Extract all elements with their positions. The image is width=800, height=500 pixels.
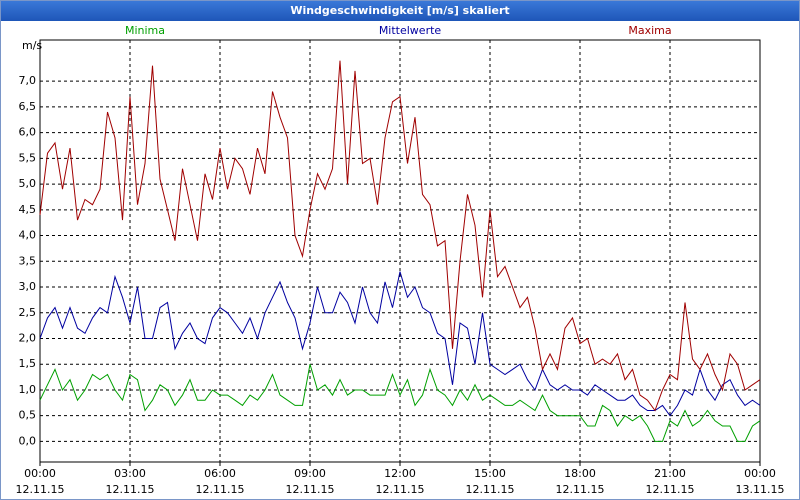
y-tick-label: 5,0 <box>19 177 37 190</box>
x-tick-label: 18:00 <box>564 467 596 480</box>
x-tick-date: 12.11.15 <box>376 483 425 496</box>
x-tick-date: 12.11.15 <box>466 483 515 496</box>
y-tick-label: 1,0 <box>19 383 37 396</box>
x-tick-date: 12.11.15 <box>196 483 245 496</box>
legend-entry: Mittelwerte <box>379 24 442 37</box>
x-tick-date: 12.11.15 <box>286 483 335 496</box>
y-tick-label: 2,0 <box>19 331 37 344</box>
legend-entry: Maxima <box>628 24 671 37</box>
y-tick-label: 2,5 <box>19 306 37 319</box>
x-tick-date: 12.11.15 <box>556 483 605 496</box>
y-tick-label: 0,0 <box>19 434 37 447</box>
y-tick-label: 3,0 <box>19 280 37 293</box>
x-tick-date: 12.11.15 <box>16 483 65 496</box>
chart: m/s 0,0 0,5 1,0 1,5 2,0 2,5 3,0 3,5 4,0 4,5 5,0 5,5… <box>16 24 785 496</box>
x-tick-label: 06:00 <box>204 467 236 480</box>
series-line <box>39 271 761 417</box>
x-tick-label: 15:00 <box>474 467 506 480</box>
y-tick-label: 6,0 <box>19 126 37 139</box>
y-tick-label: 1,5 <box>19 357 37 370</box>
x-tick-label: 00:00 <box>744 467 776 480</box>
y-tick-label: 0,5 <box>19 409 37 422</box>
series-line <box>39 60 761 412</box>
y-tick-label: 4,0 <box>19 229 37 242</box>
x-tick-label: 00:00 <box>24 467 56 480</box>
x-tick-date: 12.11.15 <box>106 483 155 496</box>
y-tick-label: 5,5 <box>19 151 37 164</box>
title-bar: Windgeschwindigkeit [m/s] skaliert <box>1 1 799 21</box>
x-tick-label: 03:00 <box>114 467 146 480</box>
x-tick-label: 12:00 <box>384 467 416 480</box>
x-tick-label: 21:00 <box>654 467 686 480</box>
y-axis-label: m/s <box>22 39 42 52</box>
x-tick-date: 12.11.15 <box>646 483 695 496</box>
y-tick-label: 6,5 <box>19 100 37 113</box>
legend-entry: Minima <box>125 24 165 37</box>
y-tick-label: 4,5 <box>19 203 37 216</box>
x-tick-label: 09:00 <box>294 467 326 480</box>
y-tick-label: 3,5 <box>19 254 37 267</box>
y-tick-label: 7,0 <box>19 74 37 87</box>
x-tick-date: 13.11.15 <box>736 483 785 496</box>
series-line <box>39 364 761 442</box>
